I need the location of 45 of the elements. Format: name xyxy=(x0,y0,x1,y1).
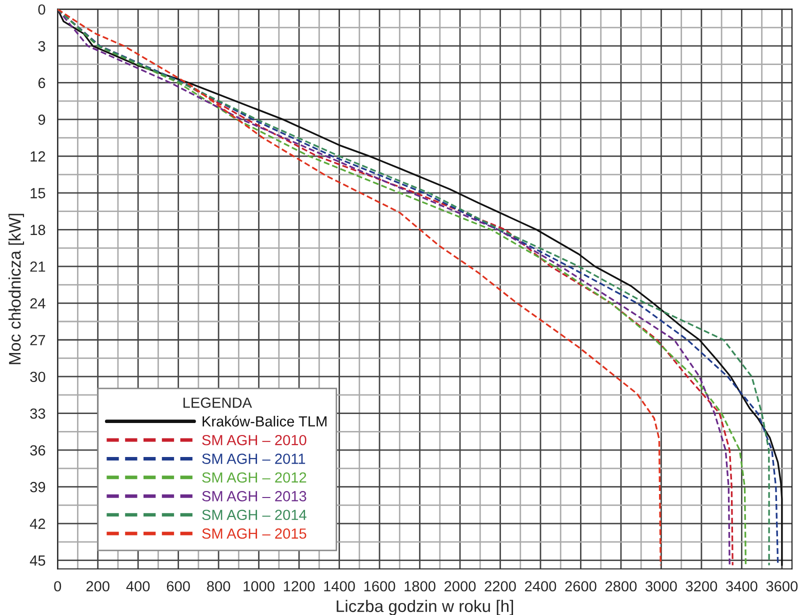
y-tick-label: 18 xyxy=(30,224,46,236)
y-tick-label: 24 xyxy=(30,298,46,308)
y-tick-label: 39 xyxy=(30,482,46,492)
y-tick-label: 42 xyxy=(30,518,46,529)
y-tick-label: 6 xyxy=(38,78,46,88)
x-tick-label: 2600 xyxy=(565,581,596,592)
y-tick-label: 36 xyxy=(30,445,46,456)
x-tick-label: 2400 xyxy=(525,581,556,592)
text: SM AGH – 2014 xyxy=(202,510,306,520)
text: SM AGH – 2013 xyxy=(202,491,306,502)
y-tick-label: 45 xyxy=(30,556,46,566)
text: SM AGH – 2012 xyxy=(202,472,306,483)
x-tick-label: 1400 xyxy=(324,581,355,592)
y-tick-label: 0 xyxy=(38,4,46,15)
x-tick-label: 2000 xyxy=(444,581,476,592)
legend-title: LEGENDA xyxy=(184,398,252,408)
y-tick-label: 27 xyxy=(30,334,46,346)
x-tick-label: 1000 xyxy=(244,581,274,592)
x-tick-label: 800 xyxy=(207,581,230,592)
x-tick-label: 3000 xyxy=(646,581,677,592)
y-tick-label: 30 xyxy=(30,372,46,382)
x-tick-label: 200 xyxy=(86,581,110,592)
text: Kraków-Balice TLM xyxy=(202,416,326,427)
y-tick-label: 21 xyxy=(30,261,46,272)
text: SM AGH – 2010 xyxy=(202,434,306,446)
y-tick-label: 15 xyxy=(30,188,46,198)
y-axis-title: Moc chłodnicza [kW] xyxy=(8,214,24,364)
x-tick-label: 3400 xyxy=(726,581,758,592)
x-axis-title: Liczba godzin w roku [h] xyxy=(336,600,514,615)
y-tick-label: 33 xyxy=(30,408,46,419)
y-tick-label: 3 xyxy=(38,41,46,52)
x-tick-label: 3200 xyxy=(686,581,718,592)
y-tick-label: 9 xyxy=(38,114,46,125)
text: SM AGH – 2011 xyxy=(202,454,306,464)
x-tick-label: 3600 xyxy=(766,581,798,592)
y-tick-label: 12 xyxy=(30,151,46,162)
x-tick-label: 1800 xyxy=(404,581,436,592)
x-tick-label: 400 xyxy=(126,581,150,592)
x-tick-label: 600 xyxy=(166,581,190,592)
x-tick-label: 2800 xyxy=(605,581,637,592)
x-tick-label: 1200 xyxy=(284,581,315,592)
x-tick-label: 1600 xyxy=(364,581,396,592)
x-tick-label: 2200 xyxy=(484,581,516,592)
text: SM AGH – 2015 xyxy=(202,528,306,539)
x-tick-label: 0 xyxy=(54,581,62,592)
